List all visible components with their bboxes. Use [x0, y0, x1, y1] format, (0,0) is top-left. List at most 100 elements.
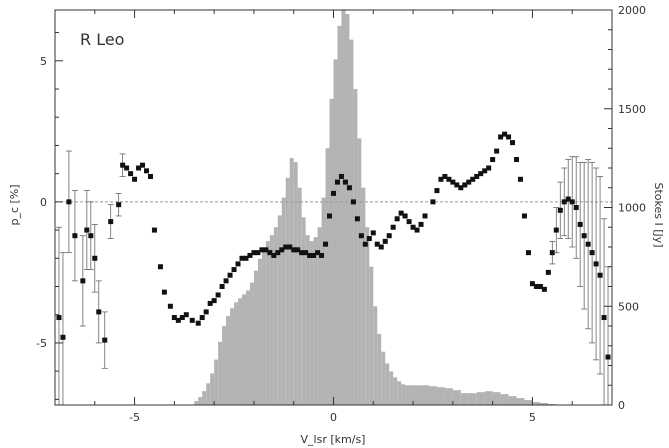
left-tick-labels: -5 0 5: [36, 55, 47, 350]
data-point: [394, 216, 400, 222]
histogram-bar: [245, 290, 250, 405]
histogram-bar: [405, 385, 410, 405]
histogram-bar: [452, 390, 461, 405]
histogram-bar: [269, 235, 274, 405]
data-point: [161, 289, 167, 295]
data-point: [287, 244, 293, 250]
data-point: [128, 171, 134, 177]
data-point: [462, 182, 468, 188]
histogram-bar: [428, 386, 437, 405]
data-point: [502, 131, 508, 137]
histogram-bar: [273, 227, 278, 405]
data-point: [88, 233, 94, 239]
histogram-bar: [249, 282, 254, 405]
data-point: [189, 317, 195, 323]
histogram-bar: [214, 359, 219, 405]
data-point: [243, 255, 249, 261]
data-point: [537, 284, 543, 289]
data-point: [442, 173, 448, 179]
histogram-bar: [277, 215, 282, 405]
data-point: [529, 281, 535, 287]
data-point: [267, 250, 273, 256]
data-point: [275, 250, 281, 256]
data-point: [557, 207, 563, 213]
data-point: [279, 247, 285, 253]
histogram-bar: [325, 148, 330, 405]
data-point: [506, 134, 512, 140]
data-point: [144, 168, 150, 174]
data-point: [454, 182, 460, 188]
axis-ticks: [54, 9, 613, 406]
right-tick-labels: 0 500 1000 1500 2000: [618, 4, 646, 412]
histogram-bar: [253, 270, 258, 405]
histogram-bar: [305, 235, 310, 405]
data-point: [259, 247, 265, 253]
data-point: [422, 213, 428, 219]
data-point: [354, 216, 360, 222]
histogram-bar: [194, 401, 199, 405]
data-point: [549, 250, 555, 256]
data-point: [410, 224, 416, 230]
histogram-bar: [389, 371, 394, 405]
data-point: [346, 185, 352, 191]
data-point: [167, 303, 173, 309]
data-point: [605, 354, 611, 360]
histogram-bar: [409, 385, 414, 405]
data-point: [390, 224, 396, 230]
data-point: [478, 171, 484, 177]
data-point: [211, 298, 217, 304]
histogram-bar: [397, 381, 402, 405]
right-tick-label: 500: [618, 300, 639, 313]
histogram-bar: [369, 266, 374, 405]
histogram-bar: [317, 227, 322, 405]
data-point: [199, 315, 205, 321]
data-point: [593, 261, 599, 267]
data-point: [517, 176, 523, 182]
data-point: [486, 165, 492, 171]
data-point: [136, 165, 142, 171]
histogram-bar: [460, 393, 469, 405]
histogram-bar: [285, 177, 290, 405]
data-point: [569, 199, 575, 205]
data-point: [311, 252, 317, 258]
data-point: [514, 157, 520, 163]
x-axis-label: V_lsr [km/s]: [301, 433, 366, 446]
data-point: [66, 199, 72, 205]
data-point: [458, 185, 464, 191]
data-point: [84, 227, 90, 233]
histogram-bar: [289, 158, 294, 405]
data-point: [255, 250, 261, 256]
histogram-bar: [365, 227, 370, 405]
data-point: [418, 221, 424, 227]
histogram-bar: [321, 197, 326, 405]
data-point: [203, 309, 209, 315]
data-point: [60, 334, 66, 340]
x-tick-label: 5: [529, 411, 536, 424]
histogram-bar: [281, 197, 286, 405]
histogram-bar: [484, 391, 493, 405]
histogram-bar: [234, 302, 239, 405]
data-point: [494, 148, 500, 154]
data-point: [498, 134, 504, 140]
histogram-bar: [257, 258, 262, 405]
circular-polarization-points: [55, 131, 612, 406]
data-point: [541, 286, 547, 292]
data-point: [466, 179, 472, 185]
data-point: [474, 173, 480, 179]
left-tick-label: -5: [36, 337, 47, 350]
histogram-bar: [226, 316, 231, 405]
data-point: [179, 315, 185, 321]
histogram-bar: [349, 39, 354, 405]
histogram-bar: [540, 403, 549, 405]
right-tick-label: 1000: [618, 202, 646, 215]
histogram-bar: [301, 217, 306, 405]
data-point: [446, 176, 452, 182]
histogram-bar: [345, 13, 350, 405]
data-point: [350, 199, 356, 205]
data-point: [374, 241, 380, 247]
data-point: [521, 213, 527, 219]
data-point: [601, 315, 607, 321]
data-point: [108, 219, 114, 225]
histogram-bar: [353, 89, 358, 405]
data-point: [299, 250, 305, 256]
